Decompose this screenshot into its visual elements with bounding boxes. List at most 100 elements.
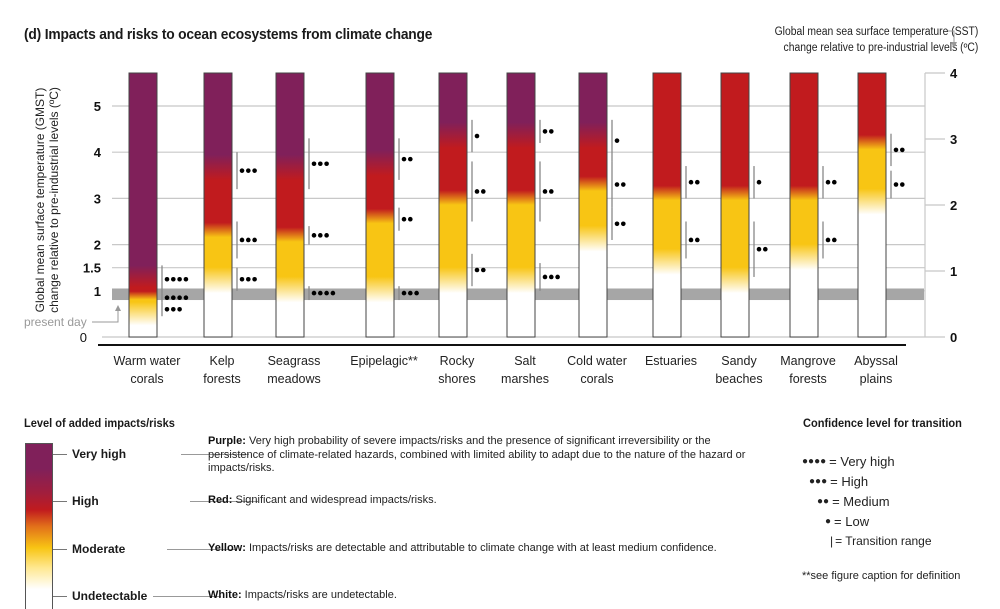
- legend-desc-color-name: Yellow:: [208, 542, 246, 554]
- y-right-tick-label: 3: [950, 132, 957, 147]
- confidence-dot: [832, 237, 837, 243]
- confidence-dot: [401, 290, 407, 296]
- confidence-dot: [164, 306, 170, 312]
- confidence-dot: [832, 179, 837, 185]
- legend-tick: [53, 595, 67, 597]
- category-label: shores: [438, 372, 476, 386]
- confidence-dot: [171, 295, 176, 301]
- confidence-dot: [549, 129, 554, 134]
- confidence-dot: [183, 276, 189, 282]
- confidence-dot: [311, 233, 317, 238]
- confidence-dot: [542, 189, 548, 194]
- legend-color-bar: [25, 443, 53, 609]
- category-label: marshes: [501, 372, 549, 386]
- footnote: **see figure caption for definition: [802, 570, 961, 582]
- confidence-dot: [621, 182, 626, 187]
- legend-desc-color-name: White:: [208, 589, 242, 601]
- confidence-dot: [614, 221, 620, 227]
- confidence-dot: [474, 189, 480, 194]
- category-label: forests: [789, 372, 827, 386]
- confidence-dot: [549, 274, 554, 280]
- confidence-dot: [474, 133, 480, 139]
- confidence-dot: [183, 295, 189, 301]
- legend-level-moderate: Moderate: [53, 542, 236, 556]
- confidence-dot: [177, 295, 182, 301]
- confidence-dot: [481, 189, 486, 194]
- category-label: beaches: [715, 372, 762, 386]
- legend-tick: [53, 500, 67, 502]
- confidence-label: = Low: [834, 514, 870, 529]
- confidence-dot: [621, 221, 626, 227]
- right-axis-title: Global mean sea surface temperature (SST…: [774, 24, 978, 56]
- category-label: Sandy: [721, 354, 757, 368]
- confidence-dot: [756, 246, 762, 252]
- confidence-legend-title: Confidence level for transition: [803, 416, 962, 430]
- confidence-dot: [401, 156, 407, 162]
- confidence-dot: [900, 182, 905, 187]
- confidence-dot: [549, 189, 554, 194]
- sst-arrow: [948, 30, 955, 44]
- legend-title: Level of added impacts/risks: [24, 416, 175, 430]
- legend-leader-line: [189, 500, 258, 502]
- category-label: Salt: [514, 354, 536, 368]
- confidence-dot: [171, 276, 176, 282]
- confidence-dots: ●●●●: [802, 456, 827, 467]
- confidence-dot: [164, 276, 170, 282]
- y-right-tick-label: 4: [950, 66, 958, 81]
- risk-bar: [652, 72, 682, 338]
- risk-bar: [578, 72, 608, 338]
- y-left-tick-label: 3: [94, 191, 101, 206]
- category-label: Estuaries: [645, 354, 697, 368]
- legend-desc-text: Impacts/risks are undetectable.: [244, 589, 397, 601]
- confidence-dot: [893, 147, 899, 153]
- confidence-high: ●●● = High: [809, 474, 868, 489]
- confidence-dot: [555, 274, 560, 280]
- confidence-label: = Transition range: [835, 534, 932, 548]
- confidence-dot: [542, 274, 548, 280]
- confidence-dot: [401, 216, 407, 222]
- risk-bar: [857, 72, 887, 338]
- transitions-layer: [161, 119, 905, 317]
- confidence-dot: [164, 295, 170, 301]
- risk-bar: [789, 72, 819, 338]
- confidence-dot: [324, 161, 329, 167]
- risk-bar: [365, 72, 395, 338]
- confidence-low: ● = Low: [825, 514, 869, 529]
- risk-bar: [128, 72, 158, 338]
- legend-tick: [53, 548, 67, 550]
- confidence-dot: [756, 179, 762, 185]
- confidence-dot: [695, 179, 700, 185]
- risk-bar: [506, 72, 536, 338]
- legend-leader-line: [167, 548, 236, 550]
- y-left-tick-label: 4: [94, 145, 102, 160]
- confidence-dot: [246, 237, 251, 243]
- legend-desc-color-name: Purple:: [208, 435, 246, 447]
- confidence-label: = Very high: [829, 454, 895, 469]
- axis-layer: 0 1 1.5 2 3 4 5 Global mean surface temperature…: [24, 30, 958, 386]
- left-axis-title-line-1: Global mean surface temperature (GMST): [33, 88, 47, 313]
- confidence-medium: ●● = Medium: [817, 494, 890, 509]
- confidence-dot: [318, 233, 323, 238]
- risk-bar: [203, 72, 233, 338]
- y-left-tick-label: 0: [80, 330, 87, 345]
- confidence-label: = High: [830, 474, 869, 489]
- y-left-tick-label: 2: [94, 238, 101, 253]
- legend-leader-line: [181, 453, 250, 455]
- legend-level-label: Undetectable: [72, 589, 148, 603]
- legend-desc-color-name: Red:: [208, 494, 233, 506]
- confidence-dot: [252, 237, 257, 243]
- left-axis-title-line-2: change relative to pre-industrial levels…: [47, 87, 61, 313]
- confidence-dot: [324, 233, 329, 238]
- legend-level-undetectable: Undetectable: [53, 589, 222, 603]
- y-right-tick-label: 0: [950, 330, 957, 345]
- risk-bar: [720, 72, 750, 338]
- category-label: plains: [860, 372, 893, 386]
- legend-desc-white: White: Impacts/risks are undetectable.: [208, 589, 748, 603]
- confidence-dot: [246, 168, 251, 173]
- confidence-dot: [177, 276, 182, 282]
- confidence-dots: ●: [825, 516, 832, 527]
- confidence-dot: [481, 267, 486, 273]
- confidence-dot: [763, 246, 768, 252]
- confidence-dot: [900, 147, 905, 153]
- category-label: Abyssal: [854, 354, 898, 368]
